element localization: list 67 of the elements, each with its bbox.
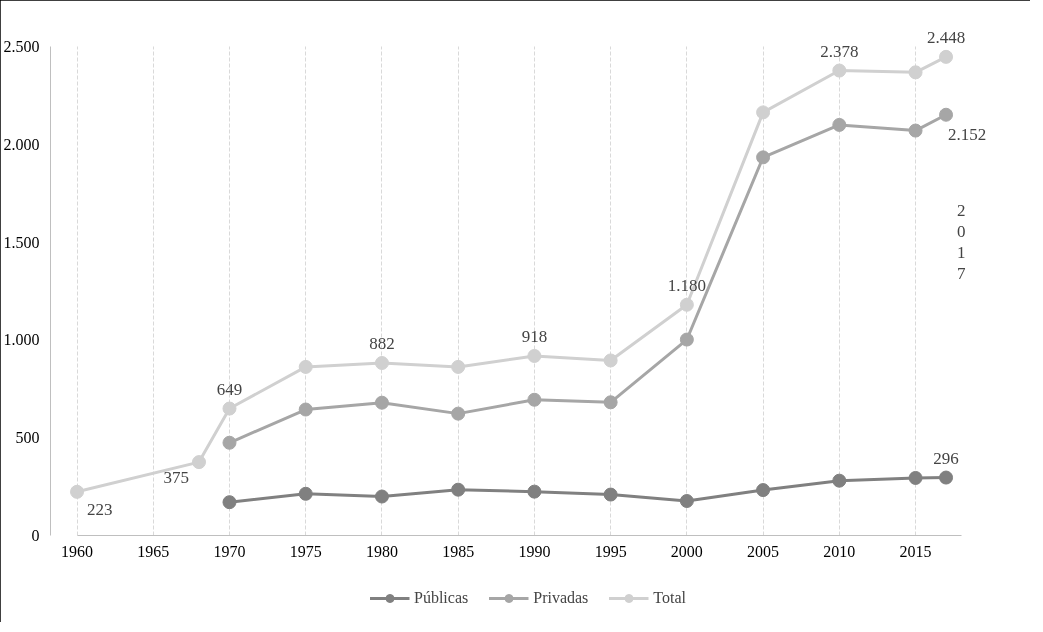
legend-label: Públicas xyxy=(414,589,469,607)
y-tick-label: 1.500 xyxy=(3,233,40,251)
y-tick-label: 0 xyxy=(31,526,40,544)
point xyxy=(756,150,771,165)
y-tick-label: 2.500 xyxy=(3,38,40,56)
point xyxy=(451,359,466,374)
point xyxy=(70,484,85,499)
point xyxy=(527,484,542,499)
point xyxy=(603,353,618,368)
point xyxy=(679,494,694,508)
point xyxy=(451,482,466,497)
x-tick-label: 2015 xyxy=(899,543,932,561)
point xyxy=(939,49,954,64)
data-label: 375 xyxy=(163,468,189,488)
point xyxy=(603,395,618,410)
point xyxy=(939,107,954,122)
data-label: 882 xyxy=(369,334,395,353)
x-tick-label: 2010 xyxy=(823,543,856,561)
x-tick-label: 1985 xyxy=(442,543,475,561)
annotation: 2017 xyxy=(957,201,967,284)
point xyxy=(298,359,313,374)
x-tick-label: 1970 xyxy=(213,543,246,561)
legend-label: Total xyxy=(653,589,686,607)
x-tick-label: 1995 xyxy=(594,543,627,561)
point xyxy=(908,123,923,138)
point xyxy=(939,470,954,485)
point xyxy=(222,435,237,450)
point xyxy=(191,455,206,470)
point xyxy=(374,356,389,370)
data-label: 2.152 xyxy=(948,124,987,144)
point xyxy=(603,487,618,502)
x-tick-label: 2005 xyxy=(747,543,780,561)
point xyxy=(527,348,542,363)
data-label: 223 xyxy=(87,499,113,519)
point xyxy=(832,473,847,488)
data-label: 2.378 xyxy=(820,41,859,61)
point xyxy=(222,495,237,510)
legend-label: Privadas xyxy=(533,589,589,607)
x-tick-label: 1965 xyxy=(137,543,170,561)
point xyxy=(679,297,694,312)
data-label: 296 xyxy=(933,448,959,468)
point xyxy=(298,486,313,501)
x-tick-label: 1960 xyxy=(61,543,94,561)
point xyxy=(679,332,694,347)
point xyxy=(756,483,771,498)
data-label: 918 xyxy=(521,326,548,346)
x-tick-label: 1975 xyxy=(289,543,322,561)
point xyxy=(298,402,313,417)
data-label: 1.180 xyxy=(667,275,706,295)
point xyxy=(832,63,847,78)
x-tick-label: 1980 xyxy=(365,543,398,561)
point xyxy=(374,395,389,410)
x-tick-label: 1990 xyxy=(518,543,551,561)
point xyxy=(222,401,237,416)
point xyxy=(908,470,923,485)
y-tick-label: 2.000 xyxy=(3,135,40,153)
point xyxy=(908,65,923,80)
data-label: 2.448 xyxy=(926,27,966,47)
point xyxy=(832,117,847,132)
point xyxy=(451,406,466,421)
y-tick-label: 500 xyxy=(15,429,40,447)
point xyxy=(527,392,542,407)
data-label: 649 xyxy=(216,379,243,399)
point xyxy=(374,489,389,504)
point xyxy=(756,105,771,120)
x-tick-label: 2000 xyxy=(670,543,703,561)
y-tick-label: 1.000 xyxy=(3,331,40,349)
